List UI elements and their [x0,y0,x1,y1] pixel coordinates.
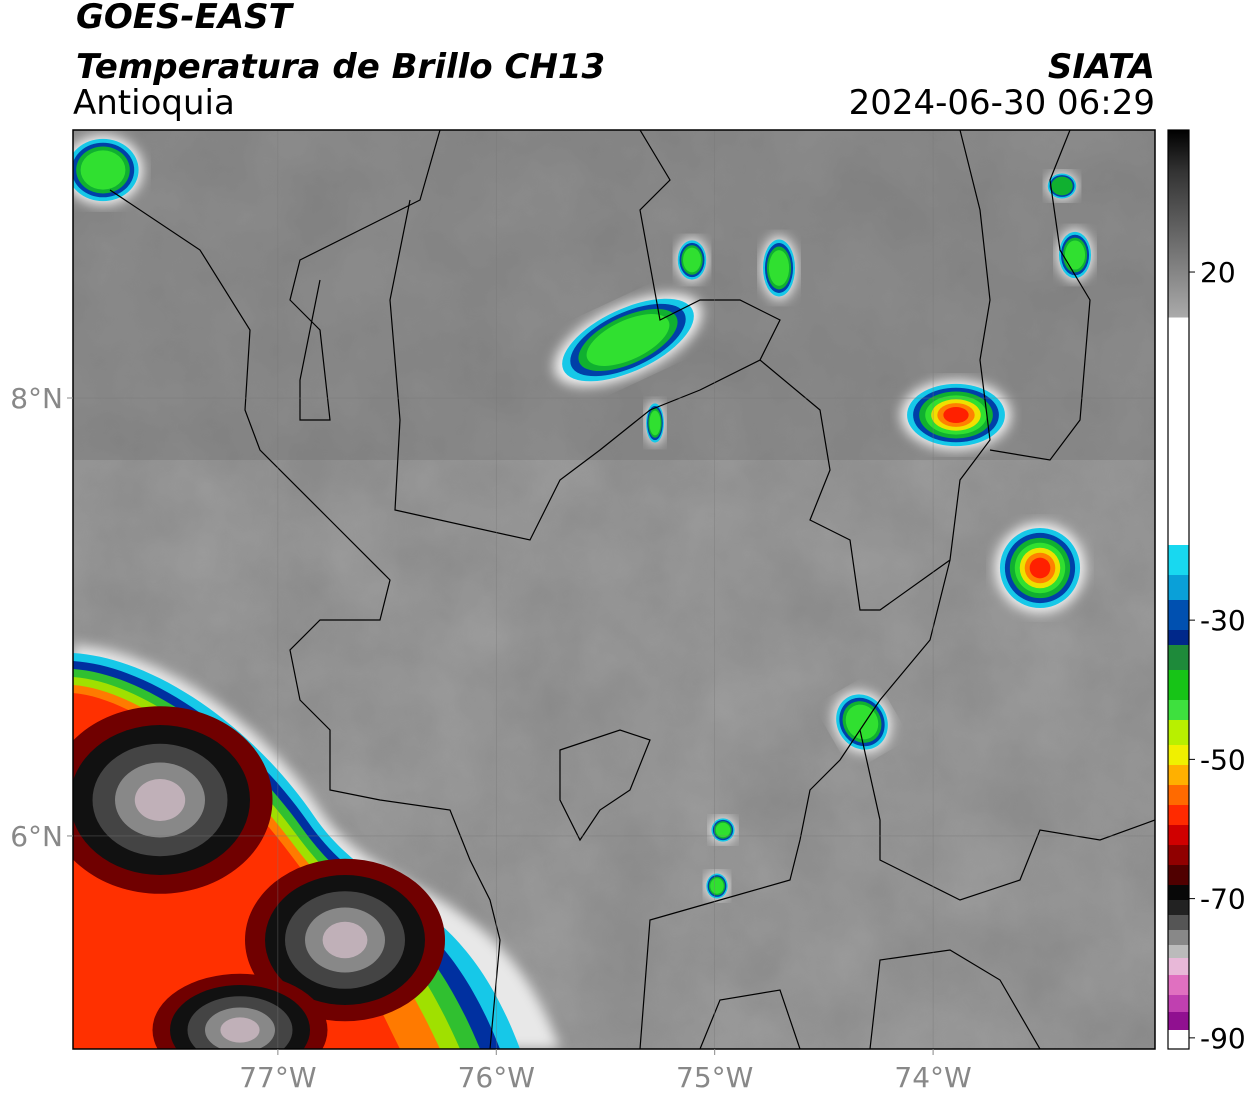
colorbar: 20 -30 -50 -70 -90 [1167,129,1246,1055]
colorbar-band [1168,915,1189,931]
colorbar-band [1168,700,1189,721]
colorbar-band [1168,825,1189,846]
grid [73,130,1155,1049]
storm-layer [1051,176,1073,196]
colorbar-band [1168,845,1189,866]
colorbar-band [1168,720,1189,746]
colorbar-tick-label: -70 [1200,883,1246,916]
colorbar-band [1168,995,1189,1013]
colorbar-band [1168,645,1189,671]
colorbar-tick-label: 20 [1200,256,1236,289]
colorbar-tick-label: -30 [1200,604,1246,637]
region: Antioquia [73,83,235,123]
colorbar-frame [1167,129,1190,1050]
storm-layer [943,406,969,424]
map-frame [72,129,1156,1050]
colorbar-band [1168,765,1189,786]
x-tick-label: 75°W [676,1061,753,1094]
storm-core [322,921,368,959]
source: SIATA [1048,47,1155,87]
colorbar-band [1168,958,1189,976]
x-tick-label: 74°W [894,1061,971,1094]
x-tick-label: 76°W [458,1061,535,1094]
storm-layer [768,250,790,286]
colorbar-band [1168,785,1189,806]
colorbar-band [1168,670,1189,701]
x-tick-label: 77°W [239,1061,316,1094]
colorbar-ticks: 20 -30 -50 -70 -90 [1189,256,1246,1055]
storm-layer [586,314,670,366]
storm-layer [845,704,879,740]
storm-layer [710,878,724,894]
axes: 77°W 76°W 75°W 74°W 8°N 6°N [10,382,972,1094]
storm-layer [715,822,731,838]
storm-core [220,1017,260,1043]
y-tick-label: 8°N [10,382,63,415]
y-tick-label: 6°N [10,820,63,853]
storm-layer [649,410,661,436]
colorbar-band [1168,945,1189,959]
colorbar-gray [1168,130,1189,546]
colorbar-tick-label: -90 [1200,1022,1246,1055]
colorbar-band [1168,745,1189,766]
colorbar-band [1168,575,1189,601]
colorbar-band [1168,630,1189,646]
storm-core [134,779,186,821]
title: GOES-EAST [76,0,295,37]
colorbar-band [1168,545,1189,576]
colorbar-band [1168,900,1189,916]
colorbar-band [1168,1012,1189,1031]
storm-layer [80,150,126,190]
subtitle: Temperatura de Brillo CH13 [76,47,605,87]
colorbar-band [1168,805,1189,826]
colorbar-band [1168,885,1189,901]
colorbar-tick-label: -50 [1200,743,1246,776]
colorbar-colors [1168,545,1189,1031]
colorbar-band [1168,975,1189,996]
header: GOES-EAST Temperatura de Brillo CH13 Ant… [73,0,1155,123]
storm-layer [683,247,701,273]
borders [109,130,1155,1049]
colorbar-under [1168,1030,1189,1049]
storm-layer [1029,557,1051,579]
colorbar-band [1168,600,1189,631]
storms [73,135,1093,1049]
colorbar-band [1168,865,1189,886]
storm-layer [1064,240,1086,270]
colorbar-band [1168,930,1189,946]
map-image [73,130,1155,1049]
datetime: 2024-06-30 06:29 [849,83,1155,123]
